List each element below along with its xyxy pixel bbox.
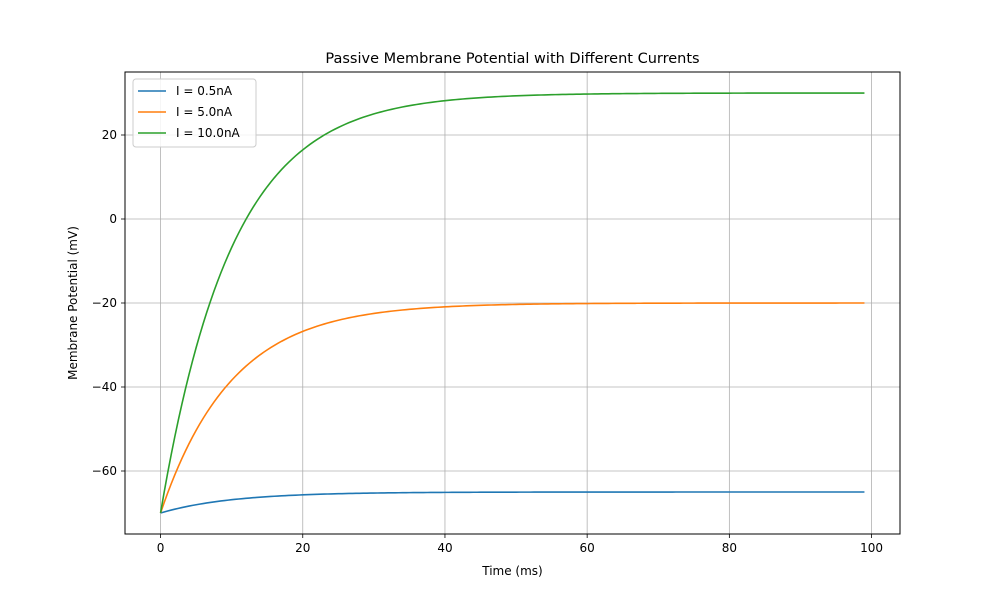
x-axis-ticks: 0 20 40 60 80 100 [157,534,883,555]
x-tick-label: 40 [437,541,452,555]
series-line-2 [159,302,865,514]
series-line-3 [159,92,865,514]
legend: I = 0.5nA I = 5.0nA I = 10.0nA [132,78,257,148]
x-tick-label: 60 [580,541,595,555]
x-axis-label: Time (ms) [481,564,543,578]
legend-label: I = 5.0nA [176,105,233,119]
y-tick-label: −20 [92,296,117,310]
grid [125,72,900,534]
series-line-1 [160,491,865,514]
series-lines [159,92,865,514]
legend-label: I = 0.5nA [176,84,233,98]
y-axis-label: Membrane Potential (mV) [66,226,80,380]
x-tick-label: 80 [722,541,737,555]
x-tick-label: 0 [157,541,165,555]
legend-box [132,78,257,148]
x-tick-label: 100 [860,541,883,555]
x-tick-label: 20 [295,541,310,555]
y-tick-label: 0 [109,212,117,226]
y-tick-label: 20 [102,128,117,142]
y-axis-ticks: −60 −40 −20 0 20 [92,128,125,478]
legend-label: I = 10.0nA [176,126,241,140]
y-tick-label: −60 [92,464,117,478]
y-tick-label: −40 [92,380,117,394]
chart-title: Passive Membrane Potential with Differen… [325,51,699,67]
